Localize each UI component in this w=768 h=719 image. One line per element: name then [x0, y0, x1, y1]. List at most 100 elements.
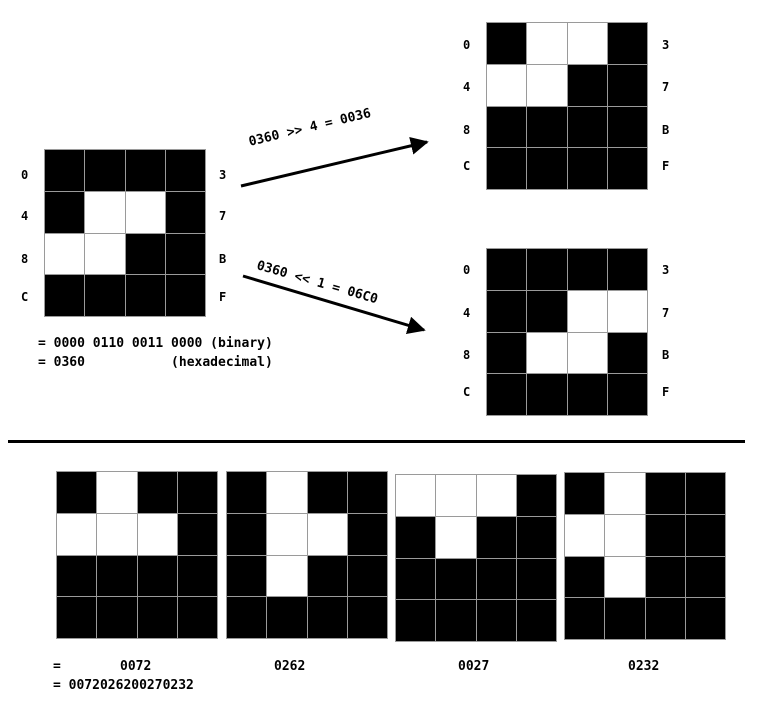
- grid-cell-r3-c1: [85, 275, 125, 316]
- rotation-grid-2: [226, 471, 388, 639]
- source-row-end-label-7: 7: [219, 209, 227, 223]
- shift-left-row-end-label-b: B: [662, 348, 670, 362]
- grid-cell-r3-c2: [307, 597, 347, 638]
- grid-cell-r1-c2: [567, 290, 607, 332]
- arrow-shift-right: [240, 136, 429, 188]
- shift-right-row-label-4: 4: [463, 80, 471, 94]
- shift-left-row-label-0: 0: [463, 263, 471, 277]
- grid-cell-r2-c0: [227, 555, 267, 597]
- shift-left-row-end-label-3: 3: [662, 263, 670, 277]
- grid-cell-r0-c1: [527, 23, 567, 64]
- shift-left-row-end-label-f: F: [662, 385, 670, 399]
- source-binary-equation: = 0000 0110 0011 0000 (binary): [38, 336, 273, 351]
- grid-cell-r3-c2: [476, 600, 516, 641]
- grid-cell-r1-c1: [605, 514, 645, 556]
- grid-cell-r0-c2: [307, 472, 347, 513]
- grid-cell-r2-c1: [605, 556, 645, 598]
- rotation-grid-3: [395, 474, 557, 642]
- shift-right-row-label-0: 0: [463, 38, 471, 52]
- grid-cell-r3-c3: [607, 374, 647, 415]
- grid-cell-r0-c2: [125, 150, 165, 191]
- grid-cell-r3-c2: [567, 374, 607, 415]
- grid-cell-r3-c3: [347, 597, 387, 638]
- grid-cell-r2-c2: [476, 558, 516, 600]
- grid-cell-r2-c1: [267, 555, 307, 597]
- grid-cell-r1-c2: [476, 516, 516, 558]
- grid-cell-r0-c1: [97, 472, 137, 513]
- grid-cell-r3-c0: [487, 374, 527, 415]
- grid-cell-r3-c0: [57, 597, 97, 638]
- grid-cell-r0-c2: [137, 472, 177, 513]
- grid-cell-r0-c2: [567, 23, 607, 64]
- grid-cell-r0-c3: [177, 472, 217, 513]
- grid-cell-r3-c2: [645, 598, 685, 639]
- section-divider: [8, 440, 745, 443]
- grid-cell-r0-c0: [487, 249, 527, 290]
- grid-cell-r2-c1: [97, 555, 137, 597]
- grid-cell-r2-c3: [516, 558, 556, 600]
- grid-cell-r2-c0: [57, 555, 97, 597]
- source-row-label-c: C: [21, 290, 29, 304]
- grid-cell-r2-c1: [527, 106, 567, 148]
- grid-cell-r2-c0: [487, 106, 527, 148]
- grid-cell-r1-c0: [396, 516, 436, 558]
- rotation-value-4: 0232: [628, 659, 660, 674]
- rotation-value-3: 0027: [458, 659, 490, 674]
- grid-cell-r0-c3: [347, 472, 387, 513]
- grid-cell-r0-c1: [436, 475, 476, 516]
- grid-cell-r2-c2: [645, 556, 685, 598]
- shift-right-row-label-8: 8: [463, 123, 471, 137]
- grid-cell-r2-c2: [137, 555, 177, 597]
- grid-cell-r0-c1: [267, 472, 307, 513]
- source-grid: [44, 149, 206, 317]
- grid-cell-r2-c3: [607, 332, 647, 374]
- grid-cell-r0-c3: [607, 23, 647, 64]
- shift-right-row-end-label-3: 3: [662, 38, 670, 52]
- grid-cell-r1-c0: [227, 513, 267, 555]
- grid-cell-r2-c3: [177, 555, 217, 597]
- grid-cell-r1-c3: [607, 290, 647, 332]
- grid-cell-r1-c3: [177, 513, 217, 555]
- grid-cell-r1-c2: [137, 513, 177, 555]
- grid-cell-r3-c3: [165, 275, 205, 316]
- source-row-label-4: 4: [21, 209, 29, 223]
- grid-cell-r1-c0: [487, 290, 527, 332]
- grid-cell-r2-c3: [685, 556, 725, 598]
- source-row-label-0: 0: [21, 168, 29, 182]
- grid-cell-r3-c2: [137, 597, 177, 638]
- grid-cell-r0-c1: [85, 150, 125, 191]
- grid-cell-r3-c3: [516, 600, 556, 641]
- grid-cell-r3-c1: [605, 598, 645, 639]
- grid-cell-r0-c3: [516, 475, 556, 516]
- grid-cell-r2-c3: [607, 106, 647, 148]
- grid-cell-r3-c3: [607, 148, 647, 189]
- grid-cell-r3-c2: [125, 275, 165, 316]
- grid-cell-r1-c1: [267, 513, 307, 555]
- grid-cell-r3-c0: [565, 598, 605, 639]
- grid-cell-r3-c1: [527, 374, 567, 415]
- rotation-prefix: =: [53, 659, 61, 674]
- grid-cell-r3-c0: [487, 148, 527, 189]
- grid-cell-r2-c0: [565, 556, 605, 598]
- rotation-value-2: 0262: [274, 659, 306, 674]
- shift-right-grid: [486, 22, 648, 190]
- grid-cell-r0-c0: [227, 472, 267, 513]
- grid-cell-r0-c0: [487, 23, 527, 64]
- rotations-combined: = 0072026200270232: [53, 678, 194, 693]
- grid-cell-r1-c1: [527, 64, 567, 106]
- grid-cell-r3-c2: [567, 148, 607, 189]
- grid-cell-r0-c0: [565, 473, 605, 514]
- grid-cell-r2-c0: [45, 233, 85, 275]
- source-row-end-label-3: 3: [219, 168, 227, 182]
- shift-right-row-end-label-b: B: [662, 123, 670, 137]
- grid-cell-r0-c3: [165, 150, 205, 191]
- source-hex-equation: = 0360 (hexadecimal): [38, 355, 273, 370]
- grid-cell-r2-c2: [307, 555, 347, 597]
- grid-cell-r1-c0: [57, 513, 97, 555]
- grid-cell-r1-c0: [487, 64, 527, 106]
- grid-cell-r1-c3: [347, 513, 387, 555]
- shift-right-row-label-c: C: [463, 159, 471, 173]
- grid-cell-r0-c2: [476, 475, 516, 516]
- shift-right-row-end-label-f: F: [662, 159, 670, 173]
